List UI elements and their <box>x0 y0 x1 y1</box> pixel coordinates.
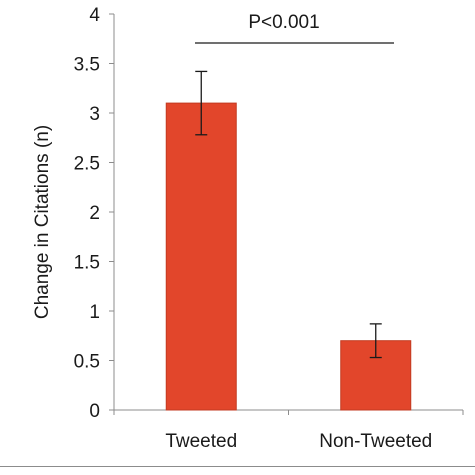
y-tick-label: 3.5 <box>74 55 100 76</box>
x-axis: Tweeted Non-Tweeted <box>113 409 464 452</box>
y-axis-label: Change in Citations (n) <box>32 125 53 319</box>
error-bar <box>369 323 382 359</box>
y-tick-label: 2.5 <box>74 154 100 175</box>
y-tick-label: 4 <box>89 5 100 26</box>
error-bar <box>195 70 208 136</box>
x-tick-label: Non-Tweeted <box>319 431 432 452</box>
error-bars <box>195 70 382 359</box>
y-tick-label: 1.5 <box>74 253 100 274</box>
bars <box>165 102 412 411</box>
y-tick-label: 3 <box>89 104 100 125</box>
x-tick-label: Tweeted <box>165 431 237 452</box>
y-tick-label: 2 <box>89 203 100 224</box>
significance-annotation: P<0.001 <box>248 12 319 33</box>
y-axis: 0 0.5 1 1.5 2 2.5 3 3.5 4 <box>74 5 115 422</box>
y-tick-label: 0 <box>89 401 100 422</box>
bar-tweeted <box>165 102 237 411</box>
y-tick-label: 1 <box>89 302 100 323</box>
y-tick-label: 0.5 <box>74 352 100 373</box>
